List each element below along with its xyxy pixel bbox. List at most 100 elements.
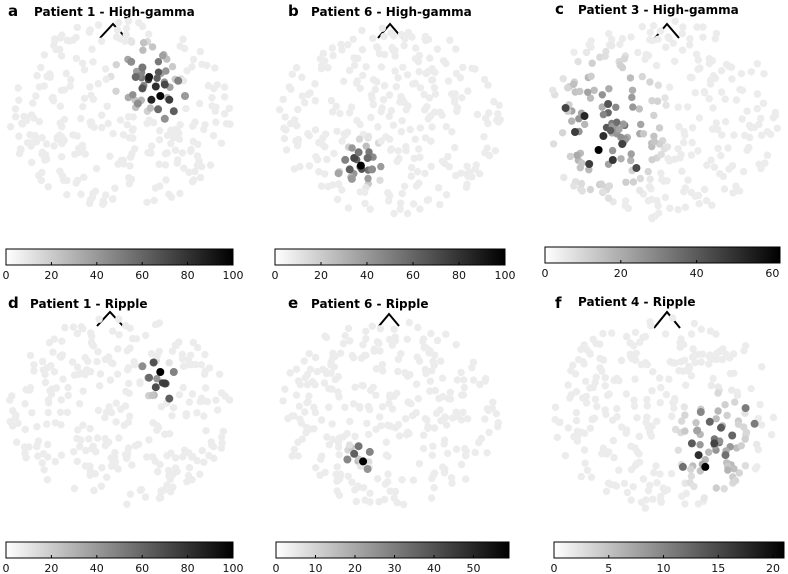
electrode-dot-active bbox=[710, 439, 719, 448]
electrode-dot bbox=[469, 376, 478, 384]
electrode-dot bbox=[629, 103, 637, 111]
electrode-dot bbox=[332, 102, 340, 111]
electrode-dot bbox=[154, 58, 163, 66]
electrode-dot bbox=[294, 105, 302, 114]
electrode-dot bbox=[156, 127, 164, 135]
electrode-dot bbox=[40, 466, 48, 474]
electrode-dot bbox=[318, 140, 326, 148]
electrode-dot bbox=[390, 209, 398, 218]
electrode-dot bbox=[156, 460, 164, 469]
electrode-dot bbox=[70, 484, 79, 493]
electrode-dot bbox=[460, 376, 468, 384]
electrode-dot bbox=[336, 475, 344, 483]
electrode-dot bbox=[615, 466, 623, 474]
electrode-dot bbox=[73, 329, 82, 338]
electrode-dot bbox=[58, 139, 66, 148]
electrode-dot bbox=[722, 60, 731, 69]
electrode-dot bbox=[650, 111, 658, 120]
electrode-dot bbox=[215, 370, 224, 378]
electrode-dot bbox=[147, 142, 156, 150]
electrode-dot bbox=[404, 102, 412, 110]
electrode-dot bbox=[66, 82, 74, 91]
electrode-dot bbox=[406, 125, 414, 134]
electrode-dot bbox=[657, 150, 665, 159]
electrode-dot bbox=[444, 449, 452, 458]
electrode-scatter bbox=[279, 318, 502, 509]
electrode-dot bbox=[395, 432, 404, 440]
electrode-dot bbox=[88, 445, 96, 453]
electrode-dot-active bbox=[571, 128, 579, 136]
electrode-dot bbox=[683, 103, 692, 111]
electrode-dot bbox=[218, 439, 226, 447]
electrode-dot bbox=[426, 387, 434, 395]
electrode-dot bbox=[144, 149, 152, 157]
electrode-dot bbox=[49, 97, 58, 105]
electrode-dot bbox=[665, 157, 673, 165]
electrode-dot bbox=[384, 478, 392, 486]
electrode-dot bbox=[18, 120, 27, 128]
electrode-dot bbox=[577, 472, 585, 481]
electrode-dot bbox=[127, 37, 135, 45]
electrode-dot bbox=[675, 366, 683, 375]
electrode-dot bbox=[79, 102, 87, 111]
electrode-dot bbox=[50, 368, 59, 376]
electrode-dot bbox=[217, 139, 226, 147]
electrode-dot bbox=[639, 130, 648, 138]
electrode-dot bbox=[468, 364, 476, 372]
electrode-dot bbox=[650, 132, 658, 140]
electrode-dot bbox=[746, 133, 754, 142]
electrode-dot bbox=[359, 71, 367, 80]
electrode-dot bbox=[328, 44, 336, 52]
electrode-dot bbox=[312, 464, 320, 472]
electrode-dot bbox=[693, 427, 701, 435]
electrode-dot bbox=[721, 95, 729, 103]
electrode-dot bbox=[723, 411, 731, 420]
electrode-dot bbox=[422, 69, 430, 78]
electrode-dot bbox=[341, 332, 349, 340]
electrode-dot-active bbox=[594, 146, 603, 154]
electrode-dot bbox=[692, 419, 700, 427]
electrode-dot bbox=[329, 435, 337, 444]
electrode-dot bbox=[568, 117, 576, 125]
electrode-dot bbox=[40, 51, 49, 59]
electrode-dot bbox=[57, 451, 66, 459]
electrode-dot bbox=[73, 363, 82, 371]
colorbar: 0 20 40 60 80 100 bbox=[272, 248, 516, 282]
electrode-dot bbox=[447, 474, 456, 482]
electrode-dot bbox=[323, 433, 331, 441]
electrode-dot bbox=[682, 381, 690, 389]
electrode-dot bbox=[576, 164, 584, 172]
electrode-dot bbox=[304, 90, 312, 99]
electrode-dot bbox=[220, 110, 229, 118]
electrode-dot bbox=[391, 67, 399, 75]
electrode-dot bbox=[679, 23, 687, 31]
electrode-dot bbox=[687, 465, 695, 473]
electrode-dot bbox=[662, 330, 670, 338]
electrode-scatter bbox=[6, 17, 234, 208]
electrode-dot bbox=[394, 367, 402, 376]
electrode-dot bbox=[457, 368, 465, 377]
electrode-dot bbox=[459, 408, 467, 417]
electrode-dot-active bbox=[154, 105, 163, 114]
electrode-dot bbox=[38, 459, 46, 467]
electrode-dot bbox=[210, 454, 218, 462]
electrode-dot bbox=[390, 32, 398, 40]
electrode-dot bbox=[320, 379, 329, 387]
electrode-dot bbox=[88, 45, 96, 53]
colorbar-tick-label: 20 bbox=[44, 269, 58, 282]
electrode-dot bbox=[282, 146, 291, 154]
electrode-dot bbox=[688, 124, 697, 132]
electrode-dot bbox=[287, 85, 295, 93]
electrode-dot bbox=[355, 135, 364, 143]
electrode-dot bbox=[69, 323, 78, 331]
electrode-dot-active bbox=[618, 140, 627, 148]
electrode-dot bbox=[732, 182, 740, 190]
electrode-dot bbox=[155, 494, 164, 502]
electrode-dot bbox=[642, 496, 650, 504]
electrode-dot bbox=[583, 466, 592, 474]
electrode-dot bbox=[436, 201, 444, 209]
electrode-dot bbox=[598, 103, 606, 111]
electrode-dot bbox=[628, 93, 636, 102]
colorbar-tick-label: 60 bbox=[135, 269, 149, 282]
electrode-dot bbox=[296, 163, 304, 171]
